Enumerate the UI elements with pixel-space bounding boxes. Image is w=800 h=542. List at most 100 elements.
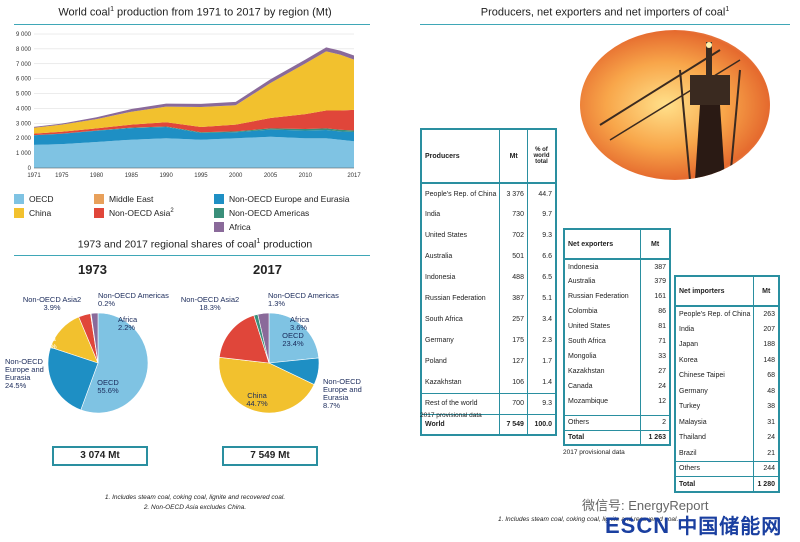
table-cell-name: South Africa bbox=[564, 334, 642, 349]
table-row: Mongolia 33 bbox=[564, 349, 670, 364]
table-cell-name: Mongolia bbox=[564, 349, 642, 364]
table-cell-value: 1.7 bbox=[542, 358, 552, 365]
importers-col-header: Net importers bbox=[675, 276, 755, 307]
y-tick-label: 4 000 bbox=[16, 106, 32, 112]
y-tick-label: 1 000 bbox=[16, 151, 32, 157]
table-cell-name: Rest of the world bbox=[421, 392, 501, 414]
table-cell-value: 71 bbox=[658, 338, 666, 345]
table-cell-value: 31 bbox=[767, 418, 775, 426]
table-row: Chinese Taipei 68 bbox=[675, 368, 779, 384]
mt-col-header: Mt bbox=[499, 129, 528, 184]
table-row: United States 702 9.3 bbox=[421, 225, 556, 246]
table-cell-value: 702 bbox=[499, 225, 528, 246]
table-row: Kazakhstan 27 bbox=[564, 364, 670, 379]
table-cell-value: 148 bbox=[763, 356, 775, 364]
table-cell-name: Kazakhstan bbox=[421, 372, 501, 393]
table-cell-name: India bbox=[421, 204, 501, 225]
pie-2017-slice-africa bbox=[257, 312, 270, 364]
legend-non-oecd-asia: Non-OECD Asia2 bbox=[94, 208, 214, 218]
table-cell-name: Indonesia bbox=[564, 259, 642, 274]
pie-1973-label: 2.2% bbox=[118, 323, 135, 332]
table-row: Indonesia 387 bbox=[564, 259, 670, 274]
table-cell-value: 3.4 bbox=[542, 316, 552, 323]
area-series-non-oecd-asia bbox=[34, 109, 354, 136]
x-tick-label: 2017 bbox=[347, 173, 361, 179]
table-cell-name: Germany bbox=[421, 330, 501, 351]
table-cell-name: Germany bbox=[675, 383, 755, 399]
table-cell-value: 24 bbox=[658, 383, 666, 390]
table-cell-name: South Africa bbox=[421, 309, 501, 330]
pie-2017-slice-oecd bbox=[268, 312, 320, 364]
legend-swatch bbox=[214, 194, 224, 204]
right-title: Producers, net exporters and net importe… bbox=[480, 6, 730, 19]
table-cell-value: 257 bbox=[499, 309, 528, 330]
pie-2017-label: Non-OECD Americas bbox=[268, 291, 339, 300]
table-cell-value: 2.3 bbox=[542, 337, 552, 344]
area-chart: 0 1 000 2 000 3 000 4 000 5 000 6 000 7 000 8 00… bbox=[16, 32, 361, 179]
table-cell-value: 81 bbox=[658, 323, 666, 330]
pie-1973-label: Non-OECD bbox=[5, 357, 44, 366]
table-row: People's Rep. of China 263 bbox=[675, 306, 779, 322]
importers-mt-header: Mt bbox=[753, 276, 779, 307]
table-row: South Africa 257 3.4 bbox=[421, 309, 556, 330]
table-cell-value: 9.3 bbox=[527, 392, 556, 414]
table-cell-name: Mozambique bbox=[564, 394, 642, 409]
table-cell-value: 1.4 bbox=[542, 378, 552, 386]
area-series-non-oecd-americas bbox=[34, 126, 354, 136]
table-cell-value: 188 bbox=[763, 341, 775, 349]
producers-col-header: Producers bbox=[421, 129, 501, 184]
table-cell-name: India bbox=[675, 321, 755, 337]
pie-2017-label: 18.3% bbox=[199, 303, 221, 312]
table-cell-value: 387 bbox=[499, 288, 528, 309]
table-cell-value: 1 263 bbox=[640, 429, 670, 445]
legend-swatch bbox=[214, 208, 224, 218]
mine-silhouette bbox=[599, 42, 741, 180]
table-cell-value: 6.6 bbox=[542, 253, 552, 260]
table-cell-value: 730 bbox=[499, 204, 528, 225]
table-cell-value: 700 bbox=[499, 392, 528, 414]
legend-non-oecd-europe: Non-OECD Europe and Eurasia bbox=[214, 194, 370, 204]
table-row: Russian Federation 161 bbox=[564, 289, 670, 304]
table-row: Turkey 38 bbox=[675, 399, 779, 415]
pie-2017-label: 1.3% bbox=[268, 299, 285, 308]
table-cell-name: Kazakhstan bbox=[564, 364, 642, 379]
area-series-oecd bbox=[34, 136, 354, 168]
table-row: Germany 48 bbox=[675, 383, 779, 399]
x-tick-label: 2010 bbox=[299, 173, 313, 179]
table-cell-name: United States bbox=[564, 319, 642, 334]
table-cell-name: Poland bbox=[421, 351, 501, 372]
table-cell-name: Others bbox=[564, 414, 642, 430]
table-cell-name: Russian Federation bbox=[421, 288, 501, 309]
table-row: Rest of the world 700 9.3 bbox=[421, 392, 556, 414]
pie-1973-label: 24.5% bbox=[5, 381, 27, 390]
table-cell-name: United States bbox=[421, 225, 501, 246]
table-cell-value: 9.3 bbox=[542, 232, 552, 239]
pie-1973-label: Africa bbox=[118, 315, 138, 324]
legend-swatch bbox=[214, 222, 224, 232]
table-cell-value: 48 bbox=[767, 387, 775, 395]
table-cell-value: 68 bbox=[767, 372, 775, 380]
producers-note: 2017 provisional data bbox=[420, 412, 482, 419]
table-cell-name: Brazil bbox=[675, 445, 755, 461]
table-row: Poland 127 1.7 bbox=[421, 351, 556, 372]
producers-table: Producers Mt % of world total People's R… bbox=[420, 128, 557, 436]
pie-1973-year: 1973 bbox=[78, 262, 107, 277]
table-cell-name: Canada bbox=[564, 379, 642, 394]
table-cell-value: 9.7 bbox=[542, 211, 552, 218]
legend-swatch bbox=[94, 208, 104, 218]
pie-2017-year: 2017 bbox=[253, 262, 282, 277]
pie-1973-label: OECD bbox=[97, 378, 119, 387]
pie-2017-label: 44.7% bbox=[246, 399, 268, 408]
y-tick-label: 9 000 bbox=[16, 32, 32, 38]
area-chart-title: World coal1 production from 1971 to 2017… bbox=[58, 6, 332, 19]
pie-2017-label: Eurasia bbox=[323, 393, 349, 402]
table-cell-value: 106 bbox=[499, 372, 528, 393]
y-tick-label: 5 000 bbox=[16, 92, 32, 98]
legend-swatch bbox=[14, 194, 24, 204]
table-cell-name: Total bbox=[675, 476, 755, 492]
table-cell-value: 488 bbox=[499, 267, 528, 288]
table-cell-value: 175 bbox=[499, 330, 528, 351]
table-cell-value: 387 bbox=[654, 263, 666, 271]
table-cell-name: Russian Federation bbox=[564, 289, 642, 304]
area-series-non-oecd-europe-and-eurasia bbox=[34, 127, 354, 145]
